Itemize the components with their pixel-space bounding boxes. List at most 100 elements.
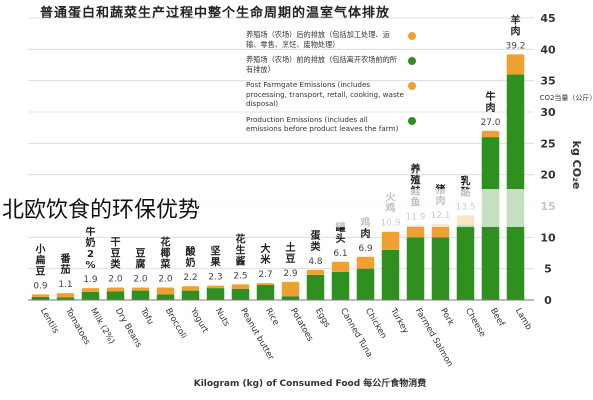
category-label-cn: 小 bbox=[35, 242, 46, 255]
bar-post bbox=[256, 283, 275, 285]
category-label-cn: 豆 bbox=[136, 247, 146, 259]
data-label: 2.2 bbox=[183, 273, 197, 283]
category-label-cn: 米 bbox=[261, 253, 272, 266]
category-label-cn: 类 bbox=[311, 240, 321, 253]
y-axis-label-cn: CO2当量（公斤） bbox=[540, 93, 593, 102]
bar-post bbox=[106, 287, 125, 292]
y-axis-label: kg CO₂e bbox=[570, 141, 583, 190]
legend-label: 养殖场（农场）前的排放（包括离开农场前的所有排放） bbox=[246, 55, 397, 74]
x-tick-label: Lamb bbox=[513, 307, 533, 332]
x-tick-label: Yogurt bbox=[187, 306, 210, 336]
bar-post bbox=[56, 293, 75, 298]
data-label: 0.9 bbox=[33, 281, 48, 291]
data-label: 2.0 bbox=[158, 274, 173, 284]
legend-item-post-en: Post Farmgate Emissions (includes proces… bbox=[246, 80, 416, 109]
category-label-cn: 养 bbox=[410, 162, 422, 175]
bar-production bbox=[506, 74, 525, 301]
category-label-cn: 牛 bbox=[486, 90, 496, 103]
legend-swatch-post bbox=[408, 32, 416, 40]
category-label-cn: 花 bbox=[236, 232, 246, 245]
category-label-cn: 2 bbox=[87, 249, 94, 260]
x-tick-label: Tofu bbox=[137, 306, 155, 327]
y-tick-label: 35 bbox=[540, 75, 555, 88]
x-tick-label: Rice bbox=[263, 307, 281, 328]
category-label-cn: 乳 bbox=[461, 174, 471, 187]
category-label-cn: 花 bbox=[161, 235, 171, 248]
bar-production bbox=[81, 291, 100, 300]
category-label-cn: % bbox=[85, 260, 95, 271]
data-label: 27.0 bbox=[480, 118, 500, 128]
bar-production bbox=[306, 274, 325, 300]
category-label-cn: 干 bbox=[111, 236, 121, 248]
data-label: 6.9 bbox=[358, 244, 373, 254]
x-tick-label: Cheese bbox=[463, 307, 487, 339]
bar-production bbox=[356, 268, 375, 300]
category-label-cn: 牛 bbox=[86, 225, 96, 238]
x-tick-label: Broccoli bbox=[163, 307, 188, 341]
category-label-cn: 菜 bbox=[160, 257, 172, 270]
bar-production bbox=[381, 249, 400, 300]
bar-production bbox=[106, 291, 125, 300]
bar-production bbox=[181, 290, 200, 300]
legend-label: 养殖场（农场）后的排放（包括加工处理、运输、零售、烹饪、废物处理） bbox=[246, 30, 390, 49]
x-tick-label: Beef bbox=[488, 307, 507, 330]
bar-post bbox=[281, 281, 300, 297]
bar-production bbox=[156, 294, 175, 300]
data-label: 2.9 bbox=[283, 269, 298, 279]
bar-production bbox=[406, 237, 425, 300]
bar-production bbox=[231, 288, 250, 300]
category-label-cn: 豆 bbox=[286, 253, 296, 265]
category-label-cn: 肉 bbox=[361, 227, 371, 240]
legend-item-post-cn: 养殖场（农场）后的排放（包括加工处理、运输、零售、烹饪、废物处理） bbox=[246, 30, 416, 49]
y-tick-label: 40 bbox=[540, 43, 556, 56]
category-label-cn: 土 bbox=[286, 241, 296, 254]
legend-label: Post Farmgate Emissions (includes proces… bbox=[246, 80, 404, 108]
x-tick-label: Milk (2%) bbox=[88, 307, 117, 346]
bar-production bbox=[281, 296, 300, 300]
y-tick-label: 45 bbox=[540, 12, 555, 25]
legend-swatch-production bbox=[408, 116, 416, 125]
caption-band bbox=[0, 189, 593, 227]
data-label: 39.2 bbox=[505, 41, 525, 51]
bar-production bbox=[256, 284, 275, 300]
category-label-cn: 果 bbox=[210, 257, 222, 269]
bar-post bbox=[206, 285, 225, 289]
bar-production bbox=[431, 237, 450, 300]
category-label-cn: 豆 bbox=[36, 265, 46, 277]
x-tick-label: Tomatoes bbox=[62, 306, 92, 348]
category-label-cn: 羊 bbox=[511, 13, 521, 26]
x-tick-label: Pork bbox=[438, 307, 456, 328]
bar-post bbox=[506, 54, 525, 75]
x-tick-label: Turkey bbox=[387, 306, 410, 336]
category-label-cn: 奶 bbox=[86, 236, 96, 249]
category-label-cn: 坚 bbox=[211, 245, 221, 258]
category-label-cn: 奶 bbox=[186, 256, 196, 269]
bar-production bbox=[56, 297, 75, 300]
y-tick-label: 30 bbox=[540, 106, 556, 119]
data-label: 2.3 bbox=[208, 273, 222, 283]
category-label-cn: 头 bbox=[336, 232, 346, 245]
bar-production bbox=[31, 296, 50, 300]
legend-item-production-en: Production Emissions (includes all emiss… bbox=[246, 115, 416, 134]
legend-item-production-cn: 养殖场（农场）前的排放（包括离开农场前的所有排放） bbox=[246, 55, 416, 74]
bar-post bbox=[31, 294, 50, 297]
bar-post bbox=[331, 261, 350, 272]
category-label-cn: 酸 bbox=[186, 245, 197, 258]
x-tick-label: Chicken bbox=[363, 307, 388, 341]
y-tick-label: 5 bbox=[544, 263, 552, 276]
category-label-cn: 肉 bbox=[486, 101, 496, 114]
bar-post bbox=[181, 286, 200, 291]
category-label-cn: 蛋 bbox=[311, 230, 321, 242]
category-label-cn: 椰 bbox=[161, 246, 171, 259]
bar-production bbox=[206, 288, 225, 300]
category-label-cn: 殖 bbox=[410, 173, 421, 186]
x-tick-label: Eggs bbox=[313, 307, 332, 330]
bar-post bbox=[431, 224, 450, 238]
data-label: 1.1 bbox=[58, 280, 72, 290]
bar-production bbox=[131, 290, 150, 300]
bar-post bbox=[131, 287, 150, 291]
legend-swatch-production bbox=[408, 57, 416, 65]
overlay-caption: 北欧饮食的环保优势 bbox=[2, 198, 201, 223]
y-tick-label: 10 bbox=[540, 231, 556, 244]
data-label: 2.0 bbox=[108, 274, 123, 284]
